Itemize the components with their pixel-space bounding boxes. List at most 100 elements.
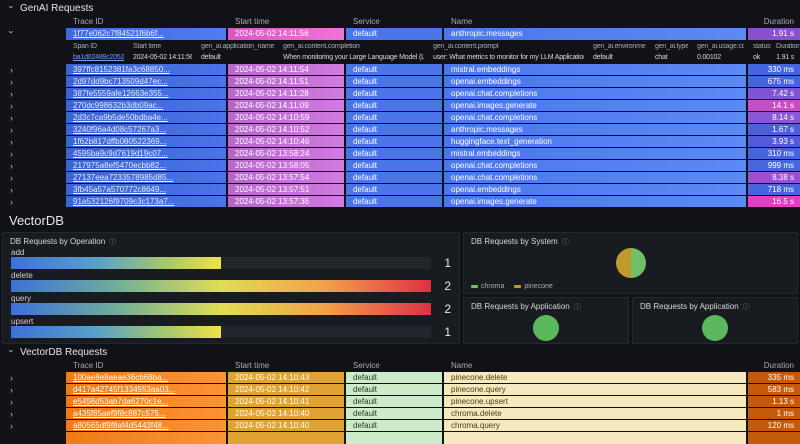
trace-id-link[interactable]: 4595ba9c9d7619d19c07... bbox=[73, 149, 168, 158]
start-time-cell: 2024-05-02 14:10:41 bbox=[228, 396, 344, 407]
table-row: › a435f85aef9f8c887c575... 2024-05-02 14… bbox=[0, 408, 800, 419]
collapse-chevron-icon[interactable]: › bbox=[6, 349, 17, 352]
table-row: › 100ae8e8aeae36cb68ba... 2024-05-02 14:… bbox=[0, 372, 800, 383]
row-expand-chevron-icon[interactable]: › bbox=[10, 148, 13, 159]
start-time-cell: 2024-05-02 13:57:54 bbox=[228, 172, 344, 183]
span-env-cell: default bbox=[593, 54, 613, 61]
row-expand-chevron-icon[interactable]: › bbox=[10, 136, 13, 147]
trace-id-link[interactable]: 1f77e062c7f84521f6b6f... bbox=[73, 29, 164, 38]
start-time-cell: 2024-05-02 14:10:52 bbox=[228, 124, 344, 135]
pie-legend: chroma pinecone bbox=[471, 283, 553, 290]
col-app-name: gen_ai.application_name bbox=[201, 42, 274, 50]
span-id-link[interactable]: ba1d02489c2052c3 bbox=[73, 54, 124, 61]
duration-cell: 999 ms bbox=[748, 160, 800, 171]
duration-cell: 1.13 s bbox=[748, 396, 800, 407]
genai-section-header[interactable]: › GenAI Requests bbox=[0, 2, 800, 15]
trace-id-link[interactable]: a80565df9f8af4d5443f48... bbox=[73, 421, 169, 430]
row-expand-chevron-icon[interactable]: › bbox=[10, 196, 13, 207]
row-expand-chevron-icon[interactable]: › bbox=[10, 160, 13, 171]
bar-gauge-item: delete 2 bbox=[11, 271, 451, 292]
info-icon[interactable]: ⓘ bbox=[561, 238, 569, 246]
name-cell: pinecone.query bbox=[444, 384, 746, 395]
info-icon[interactable]: ⓘ bbox=[573, 303, 581, 311]
trace-id-link[interactable]: 3240f96a4d08c57267a3... bbox=[73, 125, 166, 134]
service-cell: default bbox=[346, 196, 442, 207]
start-time-cell: 2024-05-02 14:10:42 bbox=[228, 384, 344, 395]
info-icon[interactable]: ⓘ bbox=[109, 238, 117, 246]
bar-value: 2 bbox=[444, 279, 451, 293]
start-time-cell: 2024-05-02 14:11:54 bbox=[228, 64, 344, 75]
trace-id-link[interactable]: 1f62b817dffb080522369... bbox=[73, 137, 167, 146]
col-status: status bbox=[753, 42, 771, 50]
duration-cell: 8.14 s bbox=[748, 112, 800, 123]
trace-id-link[interactable]: 2d97dd9bc713509d47ec... bbox=[73, 77, 168, 86]
row-expand-chevron-icon[interactable]: › bbox=[10, 112, 13, 123]
bar-label: query bbox=[11, 294, 32, 303]
bar-value: 1 bbox=[444, 325, 451, 339]
trace-id-link[interactable]: e5498d53ab7da6270c1e... bbox=[73, 397, 169, 406]
trace-id-link[interactable]: 91a532126f9709c3c173a7... bbox=[73, 197, 175, 206]
name-cell: openai.chat.completions bbox=[444, 112, 746, 123]
service-cell: default bbox=[346, 408, 442, 419]
span-type-cell: chat bbox=[655, 54, 668, 61]
application-pie-chart bbox=[533, 315, 559, 341]
duration-cell: 1 ms bbox=[748, 408, 800, 419]
trace-id-cell: a435f85aef9f8c887c575... bbox=[66, 408, 226, 419]
table-row: › 270dc998632b3db09ac... 2024-05-02 14:1… bbox=[0, 100, 800, 111]
service-cell: default bbox=[346, 76, 442, 87]
duration-cell: 675 ms bbox=[748, 76, 800, 87]
vectordb-requests-label: VectorDB Requests bbox=[20, 347, 108, 358]
service-cell: default bbox=[346, 172, 442, 183]
row-expand-chevron-icon[interactable]: › bbox=[10, 76, 13, 87]
duration-cell: 7.42 s bbox=[748, 88, 800, 99]
start-time-cell: 2024-05-02 13:57:35 bbox=[228, 196, 344, 207]
col-environment: gen_ai.environment bbox=[593, 42, 646, 50]
trace-id-link[interactable]: 3fb45a57a570772c8649... bbox=[73, 185, 166, 194]
duration-cell: 14.1 s bbox=[748, 100, 800, 111]
trace-id-link[interactable]: 100ae8e8aeae36cb68ba... bbox=[73, 373, 169, 382]
duration-cell: 718 ms bbox=[748, 184, 800, 195]
row-expand-chevron-icon[interactable]: › bbox=[6, 30, 17, 34]
name-cell: pinecone.upsert bbox=[444, 396, 746, 407]
info-icon[interactable]: ⓘ bbox=[742, 303, 750, 311]
bar-track bbox=[11, 257, 431, 269]
trace-id-link[interactable]: 2d3c7ca9b5de50bdba4e... bbox=[73, 113, 168, 122]
row-expand-chevron-icon[interactable]: › bbox=[10, 88, 13, 99]
trace-id-cell: 2d3c7ca9b5de50bdba4e... bbox=[66, 112, 226, 123]
bar-fill bbox=[11, 257, 221, 269]
trace-id-link[interactable]: a435f85aef9f8c887c575... bbox=[73, 409, 166, 418]
row-expand-chevron-icon[interactable]: › bbox=[10, 396, 13, 407]
collapse-chevron-icon[interactable]: › bbox=[6, 5, 17, 8]
trace-id-link[interactable]: 387fe5559afe12663e355... bbox=[73, 89, 169, 98]
service-cell: default bbox=[346, 396, 442, 407]
trace-id-link[interactable]: 27137eea7233578985d85... bbox=[73, 173, 174, 182]
trace-id-cell: 387fe5559afe12663e355... bbox=[66, 88, 226, 99]
row-expand-chevron-icon[interactable]: › bbox=[10, 64, 13, 75]
vectordb-panels-row: DB Requests by Operation ⓘ add 1 delete … bbox=[0, 232, 800, 344]
row-expand-chevron-icon[interactable]: › bbox=[10, 420, 13, 431]
row-expand-chevron-icon[interactable]: › bbox=[10, 124, 13, 135]
trace-id-link[interactable]: 270dc998632b3db09ac... bbox=[73, 101, 164, 110]
legend-item-chroma[interactable]: chroma bbox=[471, 283, 504, 290]
trace-id-link[interactable]: 217975a8ef5470ecbb82... bbox=[73, 161, 166, 170]
duration-cell: 583 ms bbox=[748, 384, 800, 395]
panel-title-text: DB Requests by Operation bbox=[10, 237, 106, 246]
table-row: › 2d97dd9bc713509d47ec... 2024-05-02 14:… bbox=[0, 76, 800, 87]
genai-table-body: › 397ffc8152381fa3c68850... 2024-05-02 1… bbox=[0, 64, 800, 207]
service-cell: default bbox=[346, 100, 442, 111]
trace-id-link[interactable]: d417a42745f1334553aa03... bbox=[73, 385, 176, 394]
trace-id-link[interactable]: 397ffc8152381fa3c68850... bbox=[73, 65, 170, 74]
row-expand-chevron-icon[interactable]: › bbox=[10, 372, 13, 383]
legend-item-pinecone[interactable]: pinecone bbox=[514, 283, 553, 290]
vectordb-requests-header[interactable]: › VectorDB Requests bbox=[0, 346, 800, 359]
row-expand-chevron-icon[interactable]: › bbox=[10, 384, 13, 395]
span-completion-cell: When monitoring your Large Language Mode… bbox=[283, 54, 424, 61]
trace-id-cell: d417a42745f1334553aa03... bbox=[66, 384, 226, 395]
row-expand-chevron-icon[interactable]: › bbox=[10, 100, 13, 111]
row-expand-chevron-icon[interactable]: › bbox=[10, 408, 13, 419]
row-expand-chevron-icon[interactable]: › bbox=[10, 172, 13, 183]
row-expand-chevron-icon[interactable]: › bbox=[10, 184, 13, 195]
trace-id-cell: 397ffc8152381fa3c68850... bbox=[66, 64, 226, 75]
vectordb-requests-section: › VectorDB Requests Trace ID Start time … bbox=[0, 346, 800, 444]
span-duration-cell: 1.91 s bbox=[776, 54, 794, 61]
